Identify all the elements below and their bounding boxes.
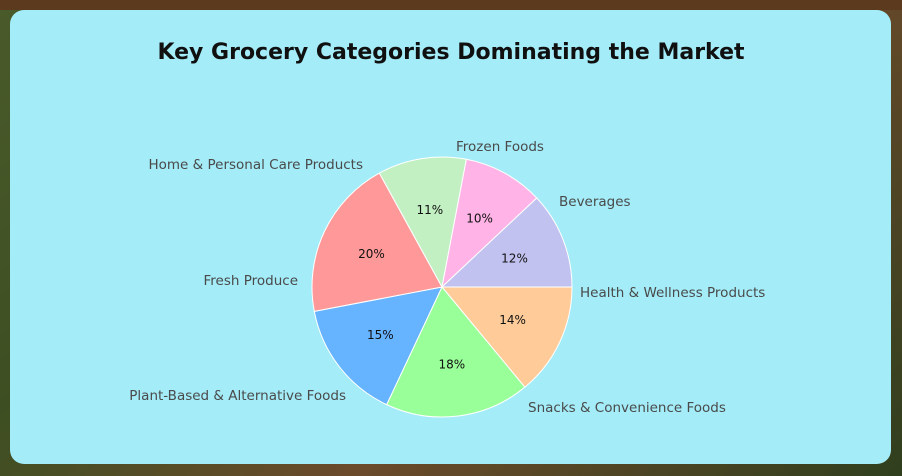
pie-slice [440, 286, 573, 388]
pie-slice [441, 158, 538, 289]
pie-slice [311, 172, 443, 312]
slice-category-label: Snacks & Convenience Foods [528, 400, 726, 416]
slice-category-label: Health & Wellness Products [580, 285, 765, 301]
pie-slice [385, 286, 526, 418]
slice-percent-label: 14% [499, 313, 526, 327]
slice-percent-label: 18% [438, 357, 465, 371]
slice-category-label: Fresh Produce [204, 273, 299, 289]
pie-slice [440, 197, 573, 288]
slice-percent-label: 11% [416, 203, 443, 217]
slice-percent-label: 12% [501, 251, 528, 265]
slice-percent-label: 15% [367, 328, 394, 342]
slice-percent-label: 20% [358, 247, 385, 261]
slice-category-label: Frozen Foods [456, 139, 544, 155]
slice-category-label: Plant-Based & Alternative Foods [129, 388, 346, 404]
pie-slice [313, 286, 443, 406]
slice-category-label: Home & Personal Care Products [149, 157, 364, 173]
slice-percent-label: 10% [466, 212, 493, 226]
chart-title: Key Grocery Categories Dominating the Ma… [157, 40, 745, 65]
pie-slice [378, 156, 467, 289]
background-shelf-strip [0, 0, 902, 10]
slice-category-label: Beverages [559, 194, 631, 210]
